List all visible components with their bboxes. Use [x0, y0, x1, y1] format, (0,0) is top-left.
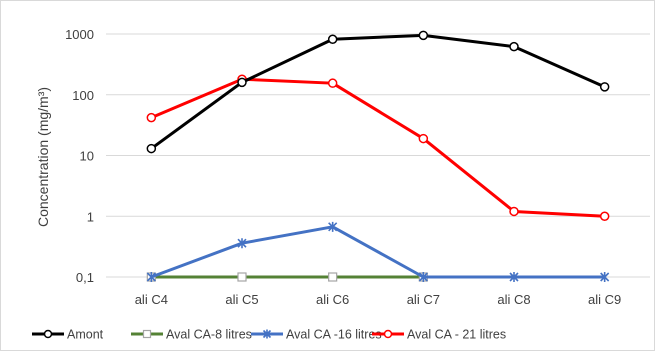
data-point [418, 133, 429, 144]
data-point [418, 30, 429, 41]
series-2 [146, 221, 610, 282]
data-point [146, 112, 157, 123]
data-point [509, 272, 519, 282]
data-point [328, 272, 338, 282]
x-tick-label: ali C5 [225, 292, 258, 307]
series-lines [146, 30, 610, 282]
series-line [150, 33, 606, 150]
data-point [146, 143, 157, 154]
series-line [150, 225, 605, 279]
series-0 [146, 30, 610, 154]
x-tick-label: ali C4 [135, 292, 168, 307]
legend-item: Aval CA-8 litres [131, 328, 252, 342]
series-3 [146, 74, 610, 221]
y-axis-ticks: 0,1 1 10 100 1000 [65, 27, 94, 285]
y-tick-label: 100 [72, 88, 94, 103]
series-line [150, 77, 605, 218]
legend-item: Amont [32, 328, 104, 342]
x-axis-ticks: ali C4 ali C5 ali C6 ali C7 ali C8 ali C9 [135, 292, 622, 307]
x-tick-label: ali C6 [316, 292, 349, 307]
data-point [599, 82, 610, 92]
y-axis-title: Concentration (mg/m³) [35, 87, 51, 227]
legend-label: Amont [67, 328, 104, 342]
data-point [142, 329, 152, 339]
y-tick-label: 1 [87, 209, 94, 224]
data-point [328, 221, 338, 232]
legend-label: Aval CA-8 litres [166, 328, 252, 342]
y-tick-label: 1000 [65, 27, 94, 42]
legend: Amont Aval CA-8 litres Aval CA -16 litres A… [32, 328, 506, 342]
x-tick-label: ali C8 [497, 292, 530, 307]
data-point [237, 77, 247, 88]
data-point [327, 34, 338, 44]
data-point [509, 41, 519, 52]
x-tick-label: ali C7 [407, 292, 440, 307]
x-tick-label: ali C9 [588, 292, 621, 307]
data-point [418, 272, 428, 282]
data-point [43, 329, 53, 339]
data-point [509, 206, 519, 217]
data-point [383, 329, 393, 339]
data-point [327, 78, 338, 88]
legend-label: Aval CA - 21 litres [407, 328, 506, 342]
data-point [599, 211, 610, 221]
data-point [237, 238, 247, 249]
y-tick-label: 0,1 [76, 270, 94, 285]
data-point [600, 272, 610, 282]
data-point [262, 329, 272, 339]
data-point [146, 272, 156, 282]
data-point [237, 272, 247, 282]
legend-item: Aval CA -16 litres [251, 328, 382, 342]
legend-label: Aval CA -16 litres [286, 328, 382, 342]
series-1 [146, 272, 428, 282]
y-tick-label: 10 [80, 149, 94, 164]
legend-item: Aval CA - 21 litres [372, 328, 506, 342]
